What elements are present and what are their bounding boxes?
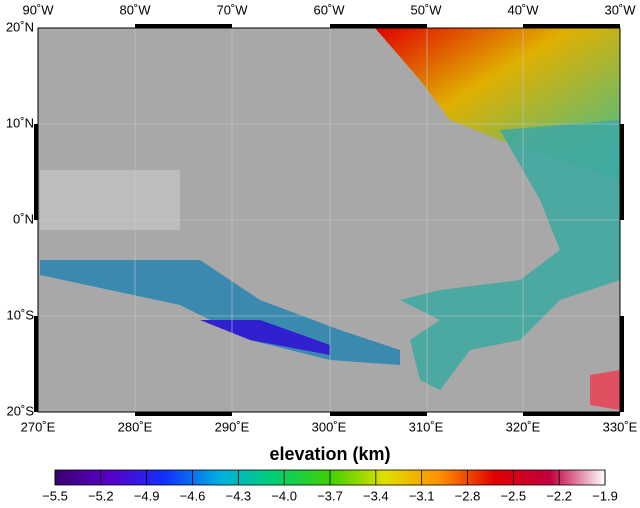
colorbar-tick-label: −3.1 [409,488,435,503]
frame-scale [34,24,624,416]
graticule [38,28,620,412]
left-label: 0˚N [13,211,34,226]
colorbar-tick-label: −5.2 [88,488,114,503]
bottom-label: 290˚E [215,419,250,434]
top-label: 40˚W [507,2,539,17]
bottom-label: 300˚E [312,419,347,434]
colorbar-tick-label: −3.7 [317,488,343,503]
terrain [34,24,624,416]
top-label: 90˚W [22,2,54,17]
colorbar-tick-label: −3.4 [363,488,389,503]
colorbar-label: elevation (km) [269,444,390,464]
bottom-label: 280˚E [118,419,153,434]
top-label: 60˚W [313,2,345,17]
top-label: 50˚W [410,2,442,17]
colorbar-tick-label: −2.5 [500,488,526,503]
top-label: 80˚W [119,2,151,17]
colorbar-tick-label: −2.2 [546,488,572,503]
bottom-label: 270˚E [21,419,56,434]
left-label: 10˚N [6,115,34,130]
texture [40,170,180,230]
top-label: 70˚W [216,2,248,17]
colorbar-tick-label: −2.8 [455,488,481,503]
left-label: 20˚N [6,19,34,34]
left-label: 10˚S [7,307,35,322]
colorbar-tick-label: −4.6 [180,488,206,503]
basin [400,120,620,390]
highland-south [590,370,620,410]
left-label: 20˚S [7,403,35,418]
colorbar-tick-label: −5.5 [42,488,68,503]
bottom-label: 320˚E [506,419,541,434]
colorbar-tick-label: −4.3 [225,488,251,503]
bottom-label: 330˚E [603,419,638,434]
canyon-deep [200,320,330,355]
top-label: 30˚W [604,2,636,17]
colorbar-tick-label: −4.0 [271,488,297,503]
colorbar-tick-label: −4.9 [134,488,160,503]
colorbar-tick-label: −1.9 [592,488,618,503]
bottom-label: 310˚E [409,419,444,434]
